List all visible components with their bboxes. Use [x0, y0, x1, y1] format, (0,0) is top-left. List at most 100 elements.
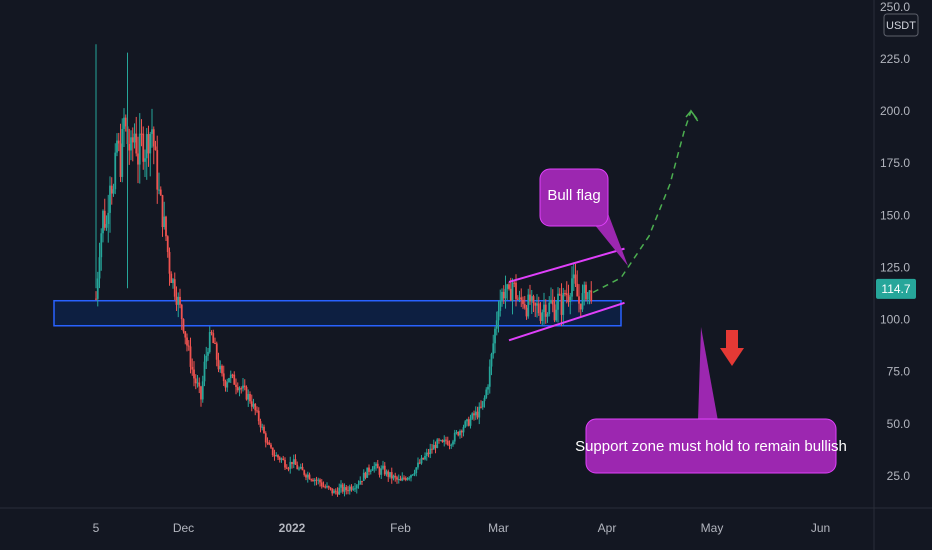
- candle-body: [306, 474, 309, 478]
- time-tick-label: Dec: [173, 521, 194, 535]
- time-axis[interactable]: 5 Dec 2022 Feb Mar Apr May Jun: [93, 521, 831, 535]
- bull-flag-callout-box: [539, 168, 609, 227]
- bull-flag-callout[interactable]: Bull flag: [539, 168, 628, 266]
- currency-badge[interactable]: USDT: [883, 13, 919, 37]
- candle-body: [158, 189, 160, 191]
- candle-body: [229, 374, 232, 379]
- candle-body: [551, 299, 554, 305]
- candle-body: [397, 479, 400, 481]
- candle-body: [345, 487, 348, 491]
- candle-body: [224, 381, 227, 388]
- candle-body: [331, 488, 334, 494]
- candle-body: [562, 293, 565, 315]
- candle-body: [252, 403, 255, 407]
- candle-body: [492, 343, 495, 355]
- down-arrow-icon[interactable]: [720, 330, 744, 366]
- candle-body: [485, 389, 488, 398]
- candle-body: [544, 304, 547, 317]
- candle-body: [173, 279, 176, 297]
- currency-badge-box: [883, 13, 919, 37]
- candle-body: [571, 278, 573, 297]
- candle-body: [460, 430, 463, 433]
- candle-body: [427, 452, 430, 455]
- price-axis[interactable]: 25.0 50.0 75.0 100.0 125.0 150.0 175.0 200.0 225…: [880, 0, 910, 483]
- candle-body: [138, 133, 141, 165]
- support-callout-pointer: [698, 327, 718, 421]
- candle-body: [362, 472, 365, 482]
- candle-body: [130, 137, 132, 151]
- time-tick-label: May: [701, 521, 724, 535]
- candle-body: [191, 366, 194, 370]
- last-price-tag-box: [876, 278, 916, 299]
- candle-body: [338, 487, 341, 495]
- candle-body: [464, 421, 467, 428]
- candle-body: [315, 479, 318, 481]
- candle-body: [502, 291, 505, 299]
- candle-body: [142, 133, 145, 162]
- candle-body: [117, 140, 120, 144]
- candle-body: [198, 382, 201, 387]
- support-callout[interactable]: Support zone must hold to remain bullish: [575, 327, 847, 474]
- candle-body: [165, 216, 167, 237]
- candle-body: [180, 304, 183, 320]
- candle-body: [263, 426, 265, 434]
- candle-body: [217, 359, 220, 370]
- candle-body: [221, 365, 223, 374]
- candle-body: [476, 411, 479, 418]
- candle-body: [572, 274, 575, 279]
- candle-body: [156, 150, 159, 190]
- candle-body: [96, 278, 99, 299]
- candle-body: [275, 455, 278, 457]
- candle-body: [203, 361, 206, 382]
- candle-body: [147, 134, 150, 154]
- candle-body: [324, 486, 327, 488]
- candle-body: [184, 331, 187, 338]
- candle-body: [264, 433, 267, 443]
- bull-flag-upper-line[interactable]: [508, 247, 625, 283]
- candle-body: [450, 444, 453, 446]
- candle-body: [179, 296, 181, 305]
- candle-body: [329, 487, 332, 489]
- candle-body: [326, 486, 328, 488]
- candle-body: [168, 252, 171, 274]
- candle-body: [205, 355, 208, 362]
- candle-body: [291, 461, 293, 465]
- candle-body: [455, 431, 458, 433]
- candle-body: [144, 158, 146, 162]
- price-tick-label: 25.0: [887, 469, 911, 483]
- price-tick-label: 150.0: [880, 208, 910, 222]
- candle-body: [480, 406, 482, 408]
- candle-body: [124, 117, 127, 127]
- down-arrow-shaft: [726, 330, 738, 348]
- candle-body: [301, 466, 304, 471]
- candle-body: [558, 293, 561, 296]
- candle-body: [530, 296, 533, 302]
- bull-flag-lower-line[interactable]: [508, 301, 625, 342]
- candle-body: [249, 393, 251, 402]
- price-tick-label: 100.0: [880, 313, 910, 327]
- candle-body: [418, 462, 421, 464]
- candle-body: [207, 351, 209, 356]
- time-tick-label: Apr: [598, 521, 617, 535]
- candle-body: [103, 210, 106, 228]
- candlestick-series: [95, 44, 577, 497]
- candle-body: [462, 427, 465, 433]
- support-zone-label: Support zone must hold to remain bullish: [575, 438, 847, 455]
- candle-body: [257, 410, 260, 422]
- candle-body: [116, 140, 118, 153]
- price-tick-label: 175.0: [880, 156, 910, 170]
- candle-body: [278, 457, 281, 460]
- time-tick-label: 2022: [279, 521, 306, 535]
- candle-body: [445, 439, 447, 441]
- candle-body: [495, 320, 498, 329]
- candle-body: [110, 185, 113, 194]
- candle-body: [494, 328, 496, 344]
- candle-body: [212, 333, 215, 344]
- candle-body: [152, 129, 155, 147]
- candle-body: [576, 283, 579, 297]
- candle-body: [194, 378, 197, 384]
- candle-body: [382, 465, 384, 469]
- candle-body: [137, 153, 139, 165]
- candle-body: [466, 419, 468, 422]
